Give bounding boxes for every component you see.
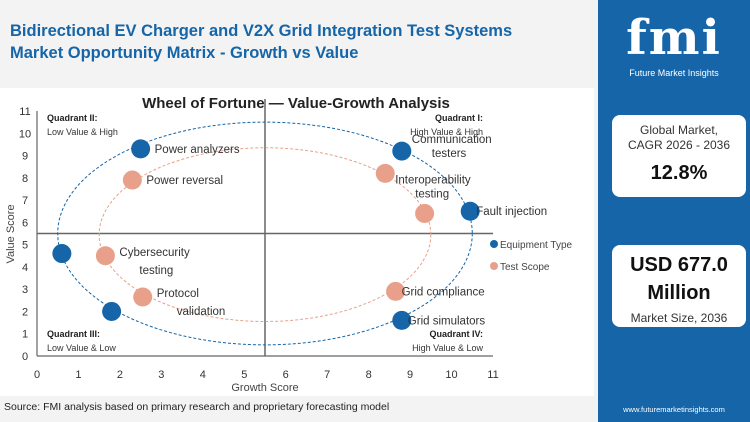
- cagr-label: Global Market,: [639, 123, 719, 137]
- scatter-chart: Wheel of Fortune — Value-Growth Analysis…: [5, 95, 573, 394]
- data-point: [102, 301, 122, 321]
- x-tick-label: 9: [407, 369, 413, 381]
- title-line-1: Bidirectional EV Charger and V2X Grid In…: [10, 22, 513, 40]
- x-tick-label: 0: [34, 369, 40, 381]
- data-label: Cybersecurity: [119, 247, 190, 259]
- fmi-logo: fmi Future Market Insights: [618, 8, 730, 78]
- y-tick-label: 3: [22, 284, 28, 296]
- y-tick-label: 7: [22, 195, 28, 207]
- y-tick-label: 11: [19, 106, 30, 118]
- website-link[interactable]: www.futuremarketinsights.com: [623, 405, 725, 414]
- legend-label: Equipment Type: [500, 240, 573, 251]
- data-label: Interoperability: [395, 174, 471, 186]
- data-label: Grid compliance: [402, 286, 485, 298]
- logo-subtitle: Future Market Insights: [629, 68, 719, 78]
- quadrant-subtitle: High Value & High: [410, 127, 483, 137]
- cagr-value: 12.8%: [650, 162, 708, 184]
- data-point: [375, 163, 395, 183]
- y-axis-label: Value Score: [5, 204, 17, 263]
- data-label: Grid simulators: [408, 315, 486, 327]
- chart-title: Wheel of Fortune — Value-Growth Analysis: [142, 95, 450, 112]
- y-tick-label: 8: [22, 173, 28, 185]
- x-tick-label: 8: [366, 369, 372, 381]
- data-point: [131, 139, 151, 159]
- data-point: [392, 310, 412, 330]
- market-size-label: Market Size, 2036: [630, 311, 728, 325]
- data-label: testing: [415, 188, 449, 200]
- series-ellipse: [98, 147, 432, 322]
- data-point: [392, 141, 412, 161]
- x-tick-label: 4: [200, 369, 206, 381]
- x-tick-label: 3: [158, 369, 164, 381]
- y-tick-label: 6: [22, 217, 28, 229]
- legend-marker: [490, 262, 498, 270]
- data-point: [95, 246, 115, 266]
- x-tick-label: 2: [117, 369, 123, 381]
- legend-label: Test Scope: [500, 262, 550, 273]
- data-point: [122, 170, 142, 190]
- x-axis-label: Growth Score: [231, 382, 298, 394]
- x-tick-label: 10: [445, 369, 457, 381]
- quadrant-title: Quadrant II:: [47, 113, 98, 123]
- y-tick-label: 10: [19, 128, 31, 140]
- y-tick-label: 4: [22, 262, 28, 274]
- data-label: Fault injection: [476, 206, 547, 218]
- x-tick-label: 11: [487, 369, 498, 381]
- data-label: validation: [177, 306, 226, 318]
- y-tick-label: 2: [22, 306, 28, 318]
- quadrant-subtitle: High Value & Low: [412, 343, 483, 353]
- source-note: Source: FMI analysis based on primary re…: [4, 401, 390, 413]
- page-title: Bidirectional EV Charger and V2X Grid In…: [10, 20, 512, 64]
- y-tick-label: 1: [22, 329, 28, 341]
- quadrant-title: Quadrant I:: [435, 113, 483, 123]
- logo-mark: fmi: [626, 10, 722, 66]
- data-label: testing: [139, 265, 173, 277]
- data-label: Power reversal: [146, 175, 223, 187]
- x-tick-label: 6: [283, 369, 289, 381]
- quadrant-title: Quadrant IV:: [429, 329, 483, 339]
- chart-area: Wheel of Fortune — Value-Growth Analysis…: [0, 88, 594, 396]
- title-line-2: Market Opportunity Matrix - Growth vs Va…: [10, 44, 359, 62]
- data-label: Communication: [412, 134, 492, 146]
- data-point: [133, 287, 153, 307]
- series-ellipse: [57, 121, 473, 346]
- legend-marker: [490, 240, 498, 248]
- quadrant-title: Quadrant III:: [47, 329, 100, 339]
- quadrant-subtitle: Low Value & High: [47, 127, 118, 137]
- quadrant-subtitle: Low Value & Low: [47, 343, 116, 353]
- y-tick-label: 5: [22, 240, 28, 252]
- x-tick-label: 5: [241, 369, 247, 381]
- x-tick-label: 1: [75, 369, 81, 381]
- cagr-period: CAGR 2026 - 2036: [627, 138, 731, 152]
- data-point: [52, 244, 72, 264]
- market-size-card: USD 677.0 Million Market Size, 2036: [612, 245, 746, 327]
- x-tick-label: 7: [324, 369, 330, 381]
- cagr-card: Global Market, CAGR 2026 - 2036 12.8%: [612, 115, 746, 197]
- y-tick-label: 9: [22, 151, 28, 163]
- data-point: [415, 203, 435, 223]
- data-label: Protocol: [157, 288, 199, 300]
- data-label: Power analyzers: [155, 144, 240, 156]
- data-point: [386, 281, 406, 301]
- market-size-value: USD 677.0: [630, 254, 728, 276]
- market-size-unit: Million: [647, 282, 711, 304]
- data-label: testers: [432, 148, 467, 160]
- side-panel: fmi Future Market Insights Global Market…: [598, 0, 750, 422]
- data-point: [460, 201, 480, 221]
- y-tick-label: 0: [22, 351, 28, 363]
